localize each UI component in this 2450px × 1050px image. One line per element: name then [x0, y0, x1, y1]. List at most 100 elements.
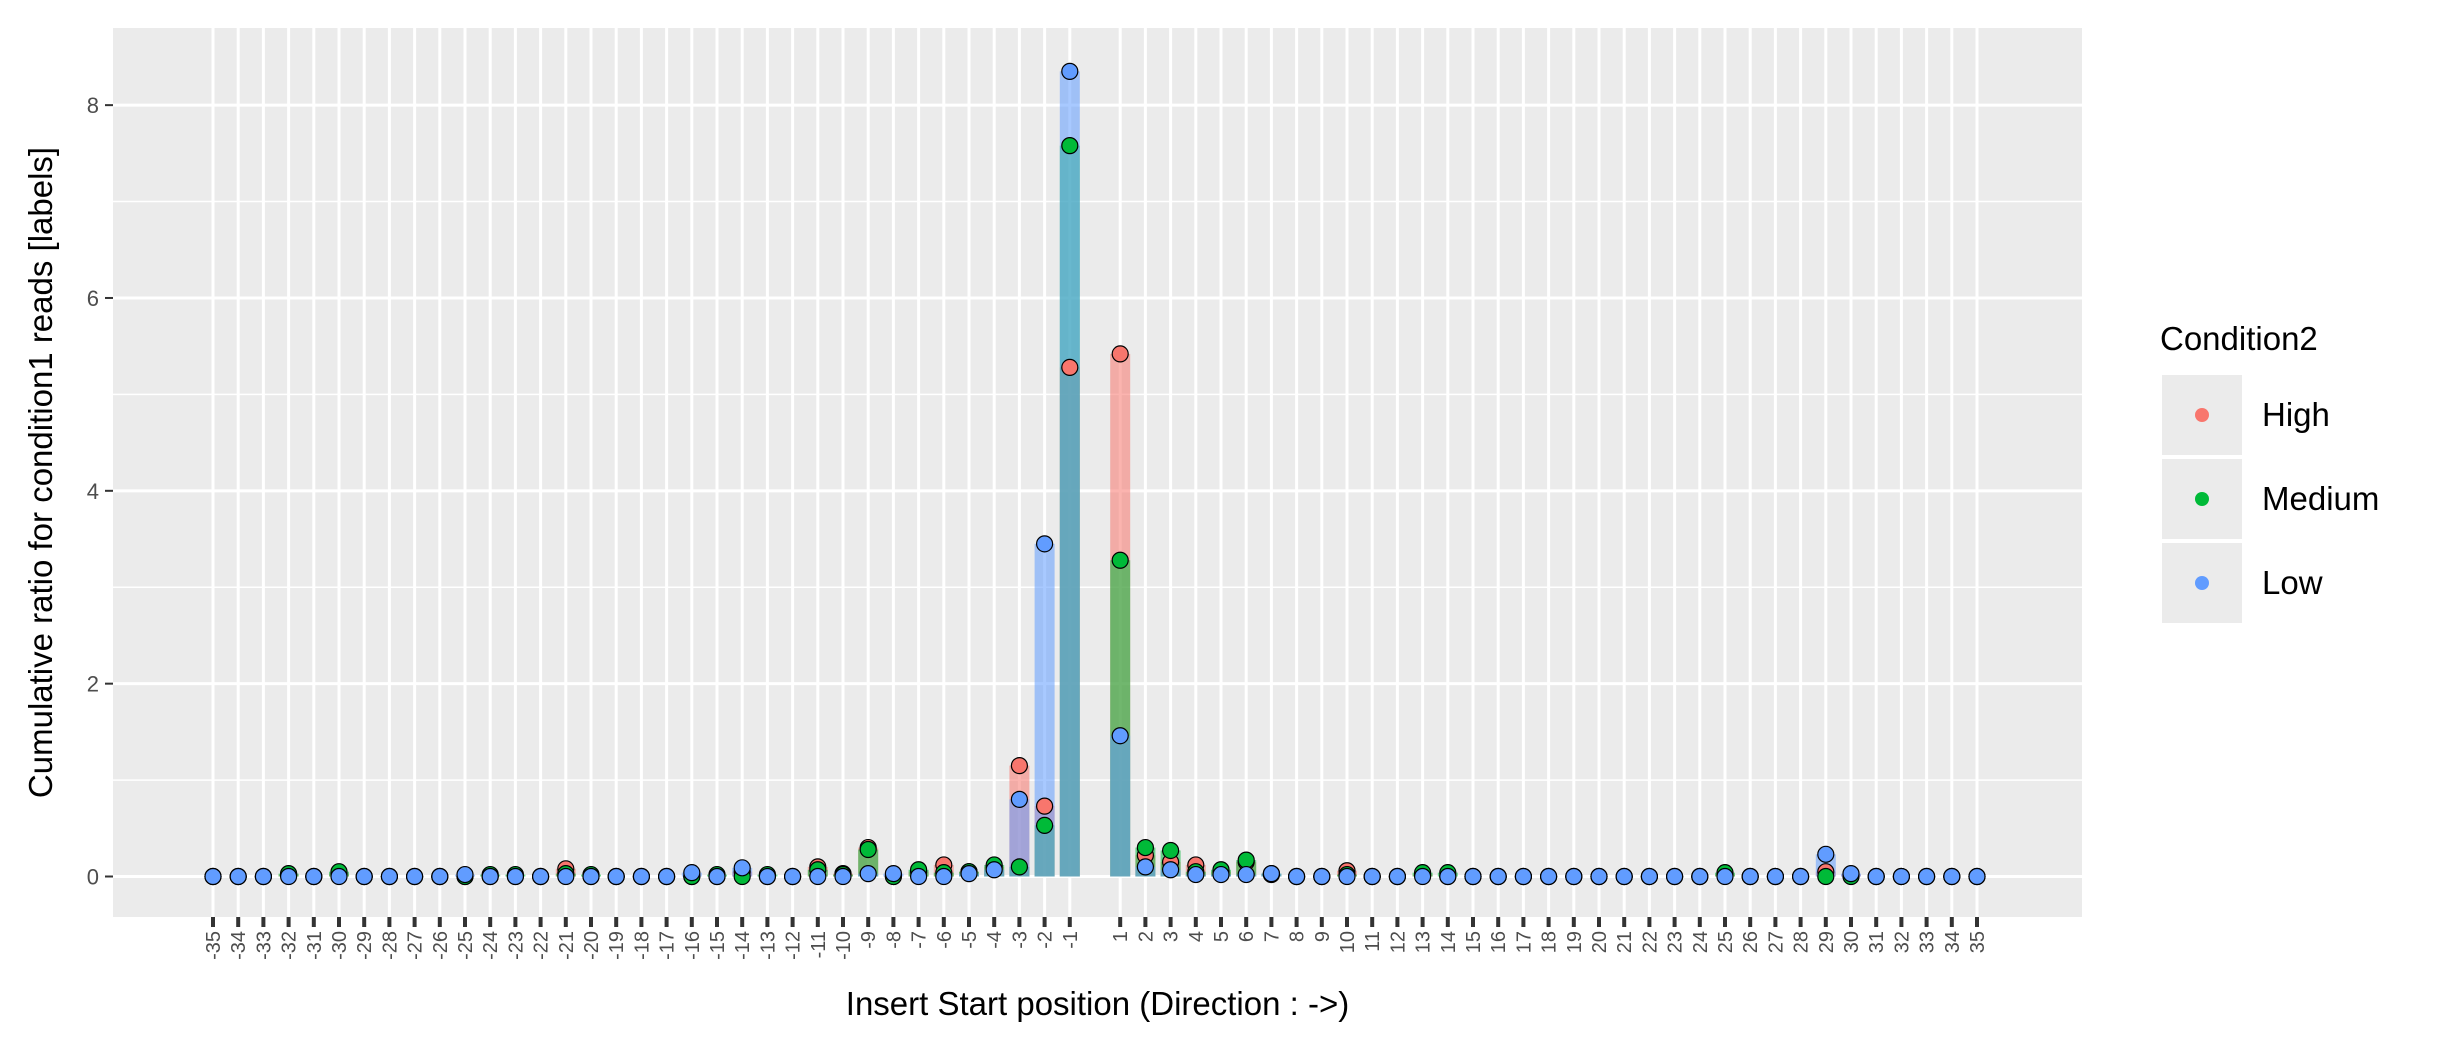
x-tick-label: -27	[405, 931, 427, 960]
point-low--11	[809, 867, 827, 886]
bar-low--3	[1009, 799, 1030, 877]
legend-label-low: Low	[2262, 564, 2323, 601]
y-axis-title: Cumulative ratio for condition1 reads [l…	[22, 147, 59, 798]
point-low-10	[1338, 867, 1356, 886]
bar-low--2	[1034, 543, 1055, 877]
x-tick-label: -30	[329, 931, 351, 960]
x-tick-label: 3	[1161, 931, 1183, 942]
x-tick-label: 8	[1287, 931, 1309, 942]
point-low--8	[884, 865, 903, 883]
x-tick-label: 6	[1236, 931, 1258, 942]
point-medium-6	[1237, 851, 1255, 869]
x-tick-label: 17	[1513, 931, 1535, 953]
point-low--12	[783, 867, 802, 886]
x-tick-label: -34	[228, 931, 250, 960]
point-medium--2	[1035, 816, 1054, 835]
x-tick-label: 26	[1740, 931, 1762, 953]
point-low-29	[1817, 845, 1835, 863]
x-tick-label: -25	[455, 931, 477, 960]
x-tick-label: -12	[783, 931, 805, 960]
x-tick-label: 34	[1942, 931, 1964, 953]
point-low-9	[1313, 867, 1331, 886]
y-tick-label: 6	[87, 286, 99, 311]
x-tick-label: -22	[531, 931, 553, 960]
point-low--28	[380, 867, 398, 886]
x-tick-label: 14	[1438, 931, 1460, 953]
point-low-31	[1867, 867, 1885, 886]
x-tick-label: -1	[1060, 931, 1082, 949]
x-tick-label: 15	[1463, 931, 1485, 953]
x-tick-label: 20	[1589, 931, 1611, 953]
bar-low-1	[1110, 735, 1131, 877]
x-tick-label: -28	[379, 931, 401, 960]
x-tick-label: -26	[430, 931, 452, 960]
point-low-27	[1766, 867, 1785, 886]
x-tick-label: 16	[1488, 931, 1510, 953]
x-tick-label: -29	[354, 931, 376, 960]
point-low--26	[431, 867, 449, 886]
x-tick-label: 11	[1362, 931, 1384, 952]
y-tick-label: 8	[87, 93, 99, 118]
legend-dot-high	[2195, 408, 2209, 422]
point-low--16	[683, 864, 701, 882]
x-tick-label: -2	[1035, 931, 1057, 949]
x-tick-label: -8	[883, 931, 905, 949]
x-tick-label: 21	[1614, 931, 1636, 953]
point-low-30	[1842, 865, 1860, 883]
point-low-35	[1968, 867, 1986, 886]
plot-panel	[113, 28, 2082, 917]
point-low--13	[758, 867, 777, 886]
grid-x	[211, 28, 1979, 917]
y-axis: 0 2 4 6 8	[87, 93, 113, 890]
y-tick-label: 4	[87, 479, 99, 504]
point-low-4	[1187, 865, 1205, 884]
point-low--9	[859, 865, 877, 883]
point-low--34	[229, 867, 247, 886]
point-low--21	[557, 867, 575, 886]
legend-dot-low	[2195, 576, 2209, 590]
legend: Condition2 High Medium Low	[2160, 320, 2379, 623]
point-low-33	[1917, 867, 1936, 886]
point-low-24	[1691, 867, 1709, 886]
point-low-18	[1539, 867, 1558, 886]
x-tick-label: 2	[1135, 931, 1157, 942]
point-low-23	[1665, 867, 1684, 886]
point-low--22	[531, 867, 550, 886]
x-tick-label: 29	[1816, 931, 1838, 953]
point-low-2	[1136, 858, 1155, 876]
point-low--6	[935, 867, 953, 886]
point-low--2	[1035, 535, 1054, 553]
x-tick-label: 33	[1917, 931, 1939, 953]
x-tick-label: 22	[1639, 931, 1661, 953]
point-low-28	[1791, 867, 1810, 886]
point-low-6	[1237, 865, 1255, 884]
point-low-34	[1943, 867, 1961, 886]
x-tick-label: -23	[505, 931, 527, 960]
point-low--5	[960, 865, 978, 883]
point-medium-3	[1161, 841, 1180, 860]
point-medium--9	[859, 840, 877, 859]
x-tick-label: 24	[1690, 931, 1712, 953]
point-low-17	[1514, 867, 1533, 886]
point-low-15	[1464, 867, 1482, 886]
x-tick-label: -24	[480, 931, 502, 960]
x-tick-label: -13	[757, 931, 779, 960]
point-low-20	[1590, 867, 1608, 886]
point-low--33	[254, 867, 272, 886]
x-tick-label: 19	[1564, 931, 1586, 953]
point-low--35	[204, 867, 222, 886]
point-high--3	[1010, 757, 1029, 775]
point-high-1	[1111, 345, 1129, 363]
x-tick-label: -20	[581, 931, 603, 960]
point-medium-1	[1111, 551, 1129, 569]
x-tick-label: 35	[1967, 931, 1989, 953]
point-high--2	[1035, 797, 1054, 815]
point-low--10	[834, 867, 852, 886]
point-low--24	[481, 867, 499, 886]
point-medium--1	[1061, 137, 1079, 155]
point-low-19	[1565, 867, 1583, 886]
point-low--15	[708, 867, 726, 886]
point-low-3	[1161, 861, 1180, 879]
x-tick-label: -5	[959, 931, 981, 949]
x-tick-label: -7	[909, 931, 931, 949]
